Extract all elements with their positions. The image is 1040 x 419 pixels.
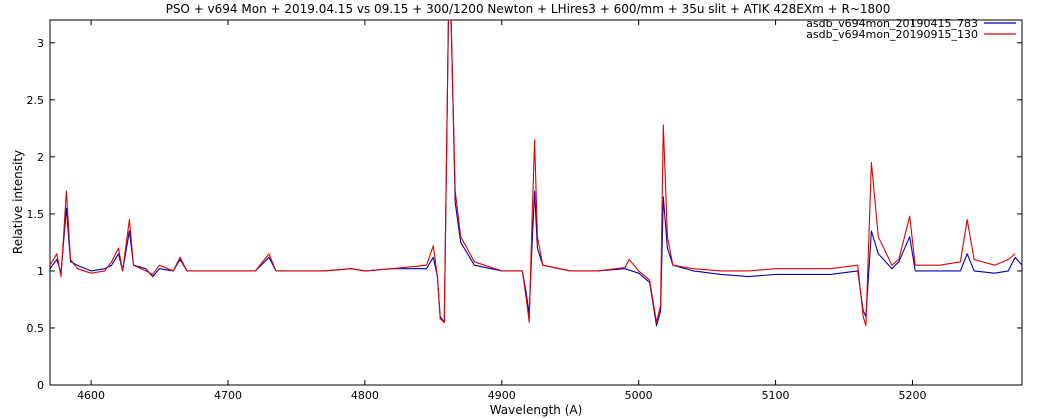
- series-line-2: [50, 20, 1016, 327]
- y-tick-label: 2.5: [27, 94, 45, 107]
- y-axis-label: Relative intensity: [11, 150, 25, 254]
- x-tick-label: 4800: [351, 389, 379, 402]
- y-tick-label: 3: [37, 37, 44, 50]
- y-tick-label: 2: [37, 151, 44, 164]
- y-tick-label: 1: [37, 265, 44, 278]
- series-lines: [50, 20, 1022, 327]
- legend-label: asdb_v694mon_20190915_130: [806, 28, 978, 41]
- legend: asdb_v694mon_20190415_783asdb_v694mon_20…: [806, 17, 1016, 41]
- x-tick-label: 5000: [625, 389, 653, 402]
- x-tick-label: 5200: [898, 389, 926, 402]
- y-tick-label: 0: [37, 379, 44, 392]
- x-tick-label: 4600: [77, 389, 105, 402]
- plot-border: [49, 19, 1023, 386]
- x-axis: 4600 4700 4800 4900 5000 5100 5200: [77, 20, 926, 402]
- y-tick-label: 1.5: [27, 208, 45, 221]
- x-axis-label: Wavelength (A): [490, 403, 583, 417]
- chart-title: PSO + v694 Mon + 2019.04.15 vs 09.15 + 3…: [166, 2, 891, 16]
- plot-frame: [49, 19, 1023, 386]
- y-tick-label: 0.5: [27, 322, 45, 335]
- x-tick-label: 4900: [488, 389, 516, 402]
- x-tick-label: 5100: [762, 389, 790, 402]
- legend-label: asdb_v694mon_20190415_783: [806, 17, 978, 30]
- y-axis: 0 0.5 1 1.5 2 2.5 3: [27, 37, 1022, 392]
- x-tick-label: 4700: [214, 389, 242, 402]
